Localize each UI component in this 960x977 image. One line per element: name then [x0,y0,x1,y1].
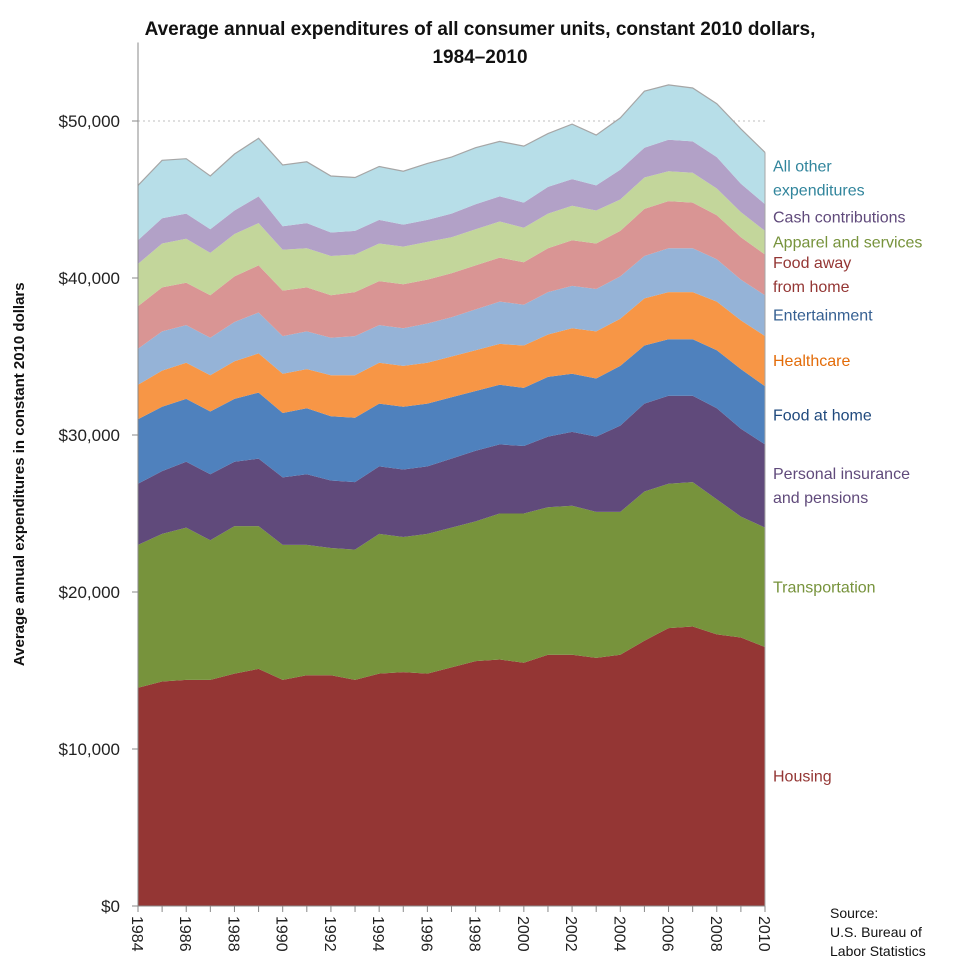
y-tick-label: $40,000 [59,269,120,288]
source-note: Source: U.S. Bureau of Labor Statistics [830,904,926,961]
series-label-line: Housing [773,768,832,785]
series-label-line: from home [773,279,850,296]
series-label-personal-insurance-and-pensions: Personal insurance and pensions [773,466,910,507]
area-cash-contributions [138,139,765,264]
series-label-housing: Housing [773,768,832,785]
total-outline [137,84,766,186]
y-tick-label: $0 [101,897,120,916]
source-line3: Labor Statistics [830,943,926,959]
series-label-transportation: Transportation [773,579,876,596]
x-tick-label: 1986 [176,916,193,952]
y-tick-label: $30,000 [59,426,120,445]
x-tick-label: 1988 [224,916,241,952]
x-tick-label: 2000 [514,916,531,952]
x-tick-label: 1998 [466,916,483,952]
chart-title-line1: Average annual expenditures of all consu… [144,19,816,40]
series-label-line: Food away [773,255,851,272]
x-tick-label: 2004 [610,916,627,952]
area-food-at-home [138,339,765,484]
series-label-entertainment: Entertainment [773,308,873,325]
x-tick-label: 2002 [562,916,579,952]
series-label-line: All other [773,158,832,175]
chart-title: Average annual expenditures of all consu… [0,16,960,72]
series-label-line: Healthcare [773,353,850,370]
x-tick-label: 2008 [707,916,724,952]
area-entertainment [138,248,765,385]
series-label-line: Apparel and services [773,235,922,252]
series-label-all-other-expenditures: All other expenditures [773,158,865,199]
y-tick-label: $10,000 [59,740,120,759]
y-tick-label: $20,000 [59,583,120,602]
x-tick-label: 1996 [417,916,434,952]
series-label-line: Food at home [773,407,872,424]
series-label-line: Transportation [773,579,876,596]
area-personal-insurance-and-pensions [138,395,765,550]
series-labels: Housing Transportation Personal insurance a… [773,158,922,785]
series-label-food-at-home: Food at home [773,407,872,424]
area-all-other-expenditures [138,84,765,241]
area-apparel-and-services [138,171,765,307]
series-label-food-away-from-home: Food away from home [773,255,851,296]
y-tick-label: $50,000 [59,112,120,131]
series-label-line: and pensions [773,490,868,507]
source-line1: Source: [830,905,879,921]
area-healthcare [138,292,765,420]
series-label-healthcare: Healthcare [773,353,850,370]
series-label-line: Personal insurance [773,466,910,483]
series-label-apparel-and-services: Apparel and services [773,235,922,252]
x-tick-label: 2010 [755,916,772,952]
series-label-line: Entertainment [773,308,873,325]
y-axis-label: Average annual expenditures in constant … [11,282,28,666]
area-housing [138,626,765,906]
series-label-cash-contributions: Cash contributions [773,210,906,227]
x-tick-label: 1984 [128,916,145,952]
chart-title-line2: 1984–2010 [432,47,528,68]
area-food-away-from-home [138,201,765,349]
y-axis-ticks: $0 $10,000 $20,000 $30,000 $40,000 $50,000 [59,112,138,916]
source-line2: U.S. Bureau of [830,924,922,940]
x-tick-label: 1994 [369,916,386,952]
area-layers [137,84,766,906]
area-transportation [138,482,765,688]
series-label-line: expenditures [773,182,865,199]
series-label-line: Cash contributions [773,210,906,227]
x-axis-ticks: 1984 1986 1988 1990 1992 1994 1996 1998 2000 2002… [128,906,772,952]
x-tick-label: 1992 [321,916,338,952]
x-tick-label: 2006 [659,916,676,952]
x-tick-label: 1990 [273,916,290,952]
